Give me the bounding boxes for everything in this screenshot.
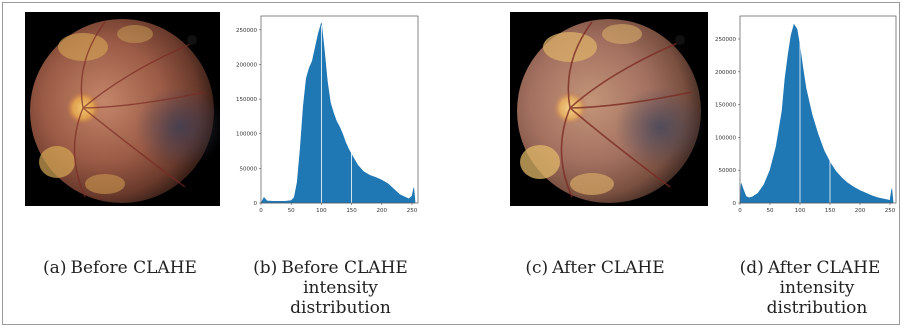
caption-b-label: (b) [253,258,278,278]
hist-after-ytick-label-4: 200000 [715,70,736,76]
hist-before-ytick-label-3: 150000 [236,97,257,103]
hist-before-ytick-label-5: 250000 [236,28,257,34]
hist-before-xtick-label-4: 200 [377,208,388,214]
hist-after-ytick-label-3: 150000 [715,103,736,109]
caption-c-label: (c) [525,258,549,278]
hist-before-ytick-label-1: 50000 [240,166,258,172]
hist-before-ytick-label-2: 100000 [236,132,257,138]
hist-before-xtick-label-2: 100 [316,208,327,214]
caption-d-label: (d) [739,258,764,278]
caption-c-line-1: After CLAHE [552,258,665,278]
hist-before-xtick-label-1: 50 [288,208,295,214]
hist-before-axes-frame [260,15,419,204]
caption-d-line-1: After CLAHE [767,258,881,278]
hist-after-area [739,23,894,204]
hist-before-ytick-label-4: 200000 [236,62,257,68]
caption-a-line-1: Before CLAHE [70,258,197,278]
histogram-after: 0 50000 100000 150000 200000 250000 0 50 100 150 2… [712,12,902,220]
hist-after-ytick-label-5: 250000 [715,37,736,43]
caption-b-line-3: distribution [290,298,391,318]
caption-a: (a) Before CLAHE [20,258,220,278]
caption-b-line-2: intensity [303,278,378,298]
hist-after-ytick-label-2: 100000 [715,135,736,141]
hist-before-xtick-label-0: 0 [259,208,263,214]
figure-frame [2,2,900,325]
caption-d: (d) After CLAHE intensity distribution [718,258,902,318]
histogram-before: 0 50000 100000 150000 200000 250000 0 50 100 150 2… [230,12,425,220]
caption-a-label: (a) [43,258,67,278]
hist-after-xtick-label-4: 200 [855,208,866,214]
hist-after-axes-frame [739,15,897,204]
hist-before-xtick-label-3: 150 [346,208,357,214]
caption-d-line-3: distribution [766,298,868,318]
hist-before-ytick-label-0: 0 [254,201,258,207]
hist-after-ytick-label-0: 0 [733,201,737,207]
hist-after-xtick-label-1: 50 [767,208,774,214]
hist-before-xtick-label-5: 250 [407,208,418,214]
hist-after-ytick-label-1: 50000 [719,168,737,174]
fundus-image-before [25,12,220,206]
caption-b: (b) Before CLAHE intensity distribution [238,258,423,318]
caption-d-line-2: intensity [779,278,855,298]
hist-after-xtick-label-5: 250 [885,208,896,214]
hist-after-xtick-label-2: 100 [795,208,806,214]
hist-after-xtick-label-3: 150 [825,208,836,214]
histogram-before-svg: 0 50000 100000 150000 200000 250000 0 50 100 150 2… [236,15,419,214]
hist-after-xtick-label-0: 0 [738,208,742,214]
hist-before-area [260,22,416,204]
caption-b-line-1: Before CLAHE [281,258,408,278]
fundus-image-after [510,12,708,206]
caption-c: (c) After CLAHE [510,258,680,278]
histogram-after-svg: 0 50000 100000 150000 200000 250000 0 50 100 150 2… [715,15,897,214]
